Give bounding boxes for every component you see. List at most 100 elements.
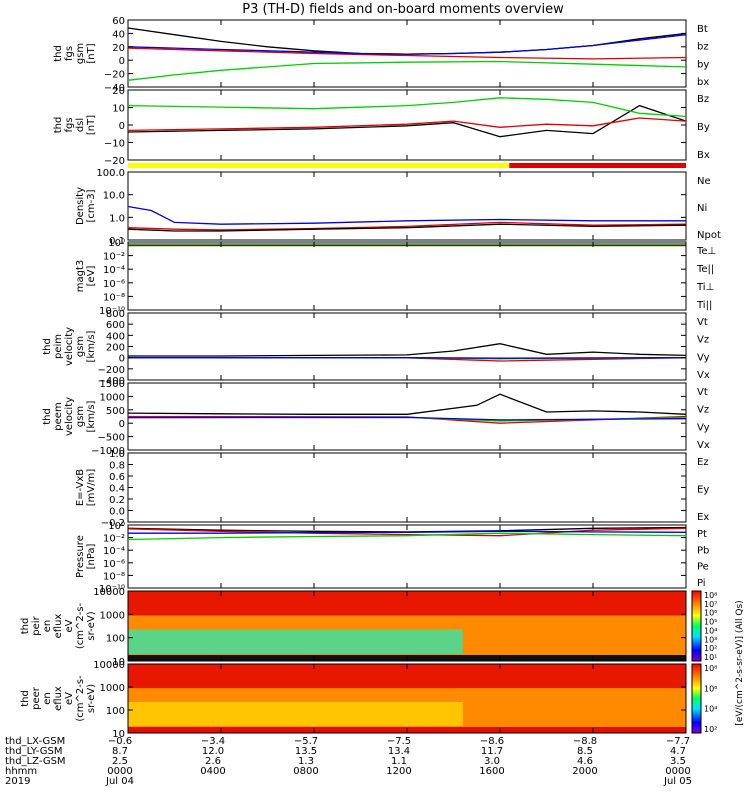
colorbar-1-tick-label: 10⁶ (704, 684, 717, 693)
pressure-ylabel: Pressure [nPa] (75, 535, 97, 578)
colorbar-0-tick-label: 10³ (704, 635, 717, 644)
peem-velocity-legend-3: Vx (697, 440, 710, 451)
chart-title: P3 (TH-D) fields and on-board moments ov… (242, 2, 564, 17)
xaxis-cell-4-1: 11.7 (481, 746, 503, 757)
xaxis-cell-1-1: 12.0 (202, 746, 224, 757)
magt3-ylabel-line: magt3 (75, 260, 86, 293)
fgs-gsm-legend-3: bx (697, 77, 709, 88)
density-tick-label: 1.0 (109, 213, 125, 224)
peir-spectrogram-ylabel-line: eflux (53, 614, 64, 639)
peir-spectrogram-tick-label: 10000 (93, 587, 125, 598)
peem-velocity-ylabel-line: velocity (64, 397, 75, 436)
peim-velocity-ylabel-line: velocity (64, 327, 75, 366)
xaxis-cell-0-0: −0.6 (108, 736, 132, 747)
e-field-ylabel: E=-VxB [mV/m] (75, 469, 97, 507)
peim-velocity-legend-1: Vz (697, 335, 709, 346)
colorbar-1-tick-label: 10² (704, 725, 717, 734)
xaxis-cell-4-2: 3.0 (484, 756, 500, 767)
fgs-dsl-series-2 (127, 97, 687, 118)
peim-velocity-legend-0: Vt (697, 317, 708, 328)
peim-velocity-ylabel-line: thd (42, 338, 53, 355)
peim-velocity-tick-label: −200 (98, 365, 125, 376)
fgs-dsl-series-1 (127, 117, 687, 132)
peir-spectrogram-tick-label: 10 (112, 657, 125, 668)
peer-spectrogram-ylabel-line: eflux (53, 686, 64, 711)
xaxis-cell-6-0: −7.7 (666, 736, 690, 747)
density-tick-label: 10.0 (103, 191, 125, 202)
peer-spectrogram-tick-label: 10000 (93, 660, 125, 671)
fgs-gsm-tick-label: −20 (104, 70, 125, 81)
density-tick-label: 0.1 (109, 236, 125, 247)
peem-velocity-tick-label: 500 (106, 406, 125, 417)
peer-spectrogram-ylabel-line: sr-eV) (86, 684, 97, 713)
xaxis-cell-1-2: 2.6 (205, 756, 221, 767)
fgs-gsm-ylabel-line: fgs (64, 46, 75, 61)
fgs-dsl-tick-label: 0 (119, 121, 125, 132)
magt3-tick-label: 10⁻⁴ (103, 265, 125, 276)
e-field-tick-label: 1.0 (109, 449, 125, 460)
peir-spectrogram-ylabel-line: eV (64, 619, 75, 632)
colorbar-0-tick-label: 10⁷ (704, 600, 717, 609)
peem-velocity-ylabel-line: [km/s] (86, 400, 97, 432)
peer-spectrogram-tick-label: 10 (112, 729, 125, 740)
xaxis-cell-3-2: 1.1 (391, 756, 407, 767)
peim-velocity-legend-3: Vx (697, 370, 710, 381)
magt3-ylabel: magt3 [eV] (75, 260, 97, 293)
xaxis-cell-5-2: 4.6 (577, 756, 593, 767)
peem-velocity-legend-1: Vz (697, 405, 709, 416)
colorbar-0-tick-label: 10⁴ (704, 626, 717, 635)
peir-spectrogram-ylabel-line: en (42, 620, 53, 633)
e-field-ylabel-line: E=-VxB (75, 469, 86, 506)
peem-velocity-series-3 (127, 416, 687, 421)
density-series-2 (127, 205, 686, 225)
fgs-gsm-series-1 (127, 47, 687, 60)
density-legend-1: Ni (697, 203, 707, 214)
peer-spectrogram-ylabel-line: en (42, 692, 53, 705)
xaxis-row-label-4: 2019 (5, 776, 30, 787)
peim-velocity-ylabel-line: [km/s] (86, 330, 97, 362)
peir-spectrogram-ylabel-line: peir (31, 615, 42, 635)
e-field-ylabel-line: [mV/m] (86, 469, 97, 507)
fgs-gsm-ylabel: thd fgs gsm [nT] (53, 43, 97, 64)
xaxis-cell-2-0: −5.7 (294, 736, 318, 747)
pressure-tick-label: 10⁻⁸ (103, 571, 125, 582)
xaxis-cell-4-0: −8.6 (480, 736, 504, 747)
fgs-gsm-legend-2: by (697, 59, 709, 70)
pressure-series-3 (128, 530, 687, 534)
xaxis-cell-5-0: −8.8 (573, 736, 597, 747)
e-field-tick-label: 0.8 (109, 461, 125, 472)
fgs-dsl-ylabel-line: [nT] (86, 115, 97, 135)
e-field-legend-0: Ez (697, 457, 709, 468)
colorbar-0-tick-label: 10⁵ (704, 618, 717, 627)
fgs-gsm-series-2 (127, 60, 687, 81)
pressure-series-2 (127, 532, 687, 541)
peer-spectrogram-ylabel-line: eV (64, 692, 75, 705)
peir-spectrogram-cool (128, 629, 463, 654)
colorbar-0-tick-label: 10⁶ (704, 609, 717, 618)
pressure-tick-label: 10⁻⁴ (103, 546, 125, 557)
fgs-gsm-legend-1: bz (697, 42, 709, 53)
peem-velocity-tick-label: 1500 (100, 379, 125, 390)
e-field-tick-label: −0.2 (101, 518, 125, 529)
xaxis-cell-6-3: 0000 (665, 766, 690, 777)
xaxis-cell-1-0: −3.4 (201, 736, 225, 747)
pressure-legend-2: Pe (697, 562, 709, 573)
fgs-gsm-series-3 (127, 34, 687, 55)
colorbar-0 (691, 590, 702, 662)
magt3-tick-label: 10⁻⁶ (103, 279, 125, 290)
xaxis-cell-1-3: 0400 (200, 766, 225, 777)
peim-velocity-frame (127, 312, 687, 381)
colorbar-1-tick-label: 10⁸ (704, 664, 717, 673)
peir-spectrogram-tick-label: 1000 (100, 610, 125, 621)
fgs-dsl-tick-label: −10 (104, 139, 125, 150)
e-field-tick-label: 0.4 (109, 484, 125, 495)
magt3-ylabel-line: [eV] (86, 266, 97, 287)
xaxis-cell-2-1: 13.5 (295, 746, 317, 757)
peem-velocity-legend-2: Vy (697, 422, 710, 433)
magt3-tick-label: 10⁰ (108, 238, 125, 249)
density-series-0 (127, 221, 687, 231)
peem-velocity-tick-label: 0 (119, 419, 125, 430)
density-ylabel-line: Density (75, 187, 86, 225)
peim-velocity-tick-label: 800 (106, 309, 125, 320)
xaxis-cell-2-2: 1.3 (298, 756, 314, 767)
